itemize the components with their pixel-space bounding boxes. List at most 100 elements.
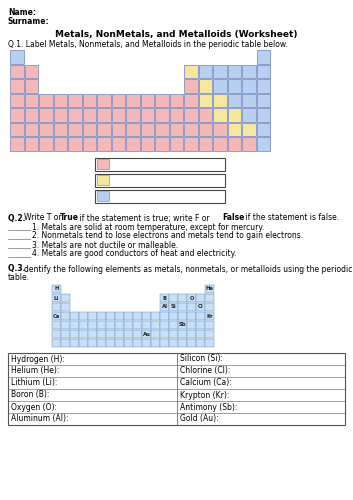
Bar (205, 330, 214, 338)
Bar (196, 312, 204, 320)
Text: 3. Metals are not ductile or malleable.: 3. Metals are not ductile or malleable. (32, 240, 178, 250)
Bar (213, 79, 227, 93)
Bar (83, 94, 96, 108)
Bar (184, 79, 198, 93)
Bar (97, 312, 106, 320)
Bar (257, 108, 270, 122)
Bar (97, 94, 111, 108)
Bar (257, 122, 270, 136)
Bar (124, 312, 132, 320)
Text: 1. Metals are solid at room temperature, except for mercury.: 1. Metals are solid at room temperature,… (32, 222, 264, 232)
Text: table.: table. (8, 274, 30, 282)
Text: 4. Metals are good conductors of heat and electricity.: 4. Metals are good conductors of heat an… (32, 250, 237, 258)
Bar (184, 137, 198, 151)
Text: Surname:: Surname: (8, 17, 50, 26)
Bar (213, 108, 227, 122)
Bar (169, 312, 178, 320)
Bar (160, 302, 168, 311)
Bar (155, 137, 169, 151)
Bar (160, 294, 168, 302)
Bar (184, 122, 198, 136)
Bar (79, 320, 88, 329)
Bar (242, 137, 256, 151)
Text: 2. Nonmetals tend to lose electrons and metals tend to gain electrons.: 2. Nonmetals tend to lose electrons and … (32, 232, 303, 240)
Bar (160, 312, 168, 320)
Bar (257, 50, 270, 64)
Bar (155, 122, 169, 136)
Bar (196, 294, 204, 302)
Bar (61, 338, 70, 347)
Bar (133, 320, 142, 329)
Bar (257, 94, 270, 108)
Bar (213, 137, 227, 151)
Bar (68, 94, 82, 108)
Bar (10, 64, 24, 78)
Text: B: B (162, 296, 167, 300)
Bar (88, 312, 96, 320)
Bar (115, 330, 124, 338)
Text: Al: Al (162, 304, 168, 310)
Bar (213, 122, 227, 136)
Bar (95, 174, 225, 186)
Bar (83, 108, 96, 122)
Text: Write T or: Write T or (24, 214, 64, 222)
Bar (198, 79, 212, 93)
Text: Helium (He):: Helium (He): (11, 366, 59, 376)
Bar (187, 338, 196, 347)
Bar (106, 330, 114, 338)
Bar (52, 312, 60, 320)
Bar (257, 137, 270, 151)
Text: Gold (Au):: Gold (Au): (179, 414, 218, 424)
Bar (70, 312, 78, 320)
Bar (54, 108, 67, 122)
Bar (196, 338, 204, 347)
Bar (70, 338, 78, 347)
Bar (184, 64, 198, 78)
Bar (10, 122, 24, 136)
Bar (169, 320, 178, 329)
Bar (96, 175, 108, 185)
Bar (54, 122, 67, 136)
Bar (10, 108, 24, 122)
Bar (160, 330, 168, 338)
Bar (97, 122, 111, 136)
Text: Q.1. Label Metals, Nonmetals, and Metalloids in the periodic table below.: Q.1. Label Metals, Nonmetals, and Metall… (8, 40, 288, 49)
Text: Chlorine (Cl):: Chlorine (Cl): (179, 366, 230, 376)
Bar (151, 330, 160, 338)
Bar (52, 284, 60, 293)
Bar (133, 312, 142, 320)
Bar (257, 79, 270, 93)
Bar (178, 320, 186, 329)
Bar (187, 302, 196, 311)
Bar (133, 330, 142, 338)
Bar (70, 330, 78, 338)
Bar (83, 137, 96, 151)
Text: if the statement is false.: if the statement is false. (243, 214, 339, 222)
Bar (205, 294, 214, 302)
Bar (242, 79, 256, 93)
Bar (10, 137, 24, 151)
Bar (205, 284, 214, 293)
Text: Name:: Name: (8, 8, 36, 17)
Text: True: True (60, 214, 79, 222)
Bar (24, 79, 38, 93)
Bar (178, 338, 186, 347)
Bar (52, 294, 60, 302)
Bar (83, 122, 96, 136)
Bar (142, 312, 150, 320)
Bar (227, 122, 241, 136)
Bar (10, 94, 24, 108)
Bar (155, 94, 169, 108)
Bar (61, 320, 70, 329)
Text: Krypton (Kr):: Krypton (Kr): (179, 390, 229, 400)
Bar (106, 320, 114, 329)
Bar (242, 108, 256, 122)
Bar (68, 108, 82, 122)
Bar (140, 137, 154, 151)
Bar (187, 312, 196, 320)
Text: dentify the following elements as metals, nonmetals, or metalloids using the per: dentify the following elements as metals… (24, 264, 352, 274)
Bar (68, 122, 82, 136)
Bar (242, 64, 256, 78)
Bar (8, 352, 345, 424)
Bar (39, 108, 53, 122)
